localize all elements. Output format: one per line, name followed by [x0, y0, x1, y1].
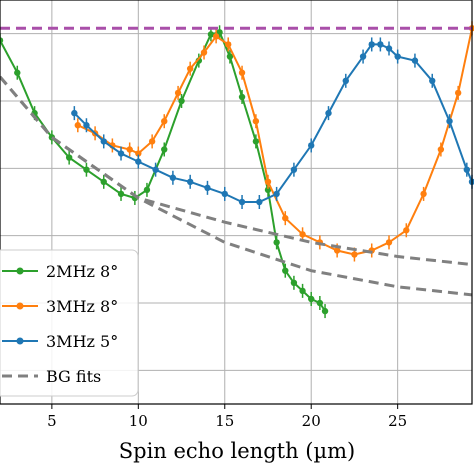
legend-marker [16, 337, 24, 345]
data-point [204, 184, 211, 192]
data-point [437, 146, 445, 153]
data-point [161, 118, 168, 125]
series-line [0, 75, 473, 267]
data-point [71, 109, 78, 117]
data-point [100, 138, 107, 145]
legend-box [0, 249, 139, 397]
data-point [377, 41, 384, 48]
data-point [351, 251, 358, 258]
data-point [212, 33, 220, 40]
data-point [100, 178, 107, 185]
data-point [256, 198, 263, 206]
data-point [152, 166, 159, 173]
data-point [207, 31, 215, 38]
data-point [368, 41, 375, 48]
data-point [238, 69, 246, 76]
data-point [0, 37, 4, 44]
x-tick-label: 20 [302, 412, 321, 430]
data-point [200, 49, 208, 56]
data-point [454, 89, 462, 97]
data-point [238, 198, 246, 206]
legend-label: 3MHz 8° [46, 297, 118, 316]
data-point [420, 190, 427, 198]
legend-marker [16, 267, 24, 275]
data-point [385, 239, 393, 246]
data-point [359, 53, 367, 60]
data-point [342, 77, 349, 85]
data-point [264, 186, 272, 194]
data-point [148, 138, 156, 145]
data-point [446, 118, 453, 125]
series-line [73, 43, 473, 203]
plot-frame [0, 0, 473, 405]
data-point [143, 186, 151, 194]
data-point [325, 109, 332, 117]
x-tick-label: 5 [47, 412, 57, 430]
data-point [74, 122, 82, 129]
x-tick-label: 15 [215, 412, 234, 430]
data-point [290, 166, 298, 173]
x-tick-label: 10 [129, 412, 148, 430]
data-point [282, 267, 289, 274]
data-point [403, 227, 410, 234]
data-point [135, 150, 142, 157]
data-point [117, 190, 125, 198]
data-point [225, 41, 232, 48]
data-point [186, 65, 194, 72]
data-point [186, 178, 194, 185]
data-point [252, 118, 260, 125]
data-point [463, 166, 471, 173]
data-point [273, 190, 280, 198]
data-point [238, 93, 246, 101]
data-point [385, 45, 393, 52]
data-point [308, 295, 315, 303]
data-point [308, 142, 315, 149]
data-point [65, 154, 73, 161]
data-point [394, 53, 401, 60]
data-point [83, 122, 90, 129]
data-point [14, 69, 21, 76]
legend-label: 3MHz 5° [46, 332, 118, 351]
data-point [273, 239, 280, 246]
x-tick-label: 25 [388, 412, 407, 430]
data-point [333, 247, 341, 254]
legend-label: 2MHz 8° [46, 262, 118, 281]
data-point [264, 178, 272, 185]
data-point [411, 57, 419, 64]
data-point [161, 146, 168, 153]
data-point [178, 97, 185, 105]
data-point [221, 190, 228, 198]
data-point [226, 53, 234, 60]
data-point [282, 214, 289, 222]
legend-marker [16, 302, 24, 310]
data-point [83, 166, 90, 173]
data-point [174, 89, 182, 97]
series-layer [0, 21, 474, 319]
data-point [321, 307, 329, 315]
data-point [135, 158, 142, 165]
legend: 2MHz 8° 3MHz 8° 3MHz 5° BG fits [0, 249, 139, 397]
x-axis-ticks: 5 10 15 20 25 [47, 404, 407, 430]
data-point [316, 299, 324, 307]
data-point [169, 174, 177, 181]
data-point [429, 77, 436, 85]
data-point [299, 287, 306, 295]
x-axis-label: Spin echo length (µm) [119, 439, 355, 463]
data-point [252, 138, 260, 145]
legend-label: BG fits [46, 367, 101, 386]
data-point [290, 279, 298, 286]
data-point [117, 150, 125, 157]
data-point [126, 146, 133, 153]
data-point [299, 231, 306, 238]
